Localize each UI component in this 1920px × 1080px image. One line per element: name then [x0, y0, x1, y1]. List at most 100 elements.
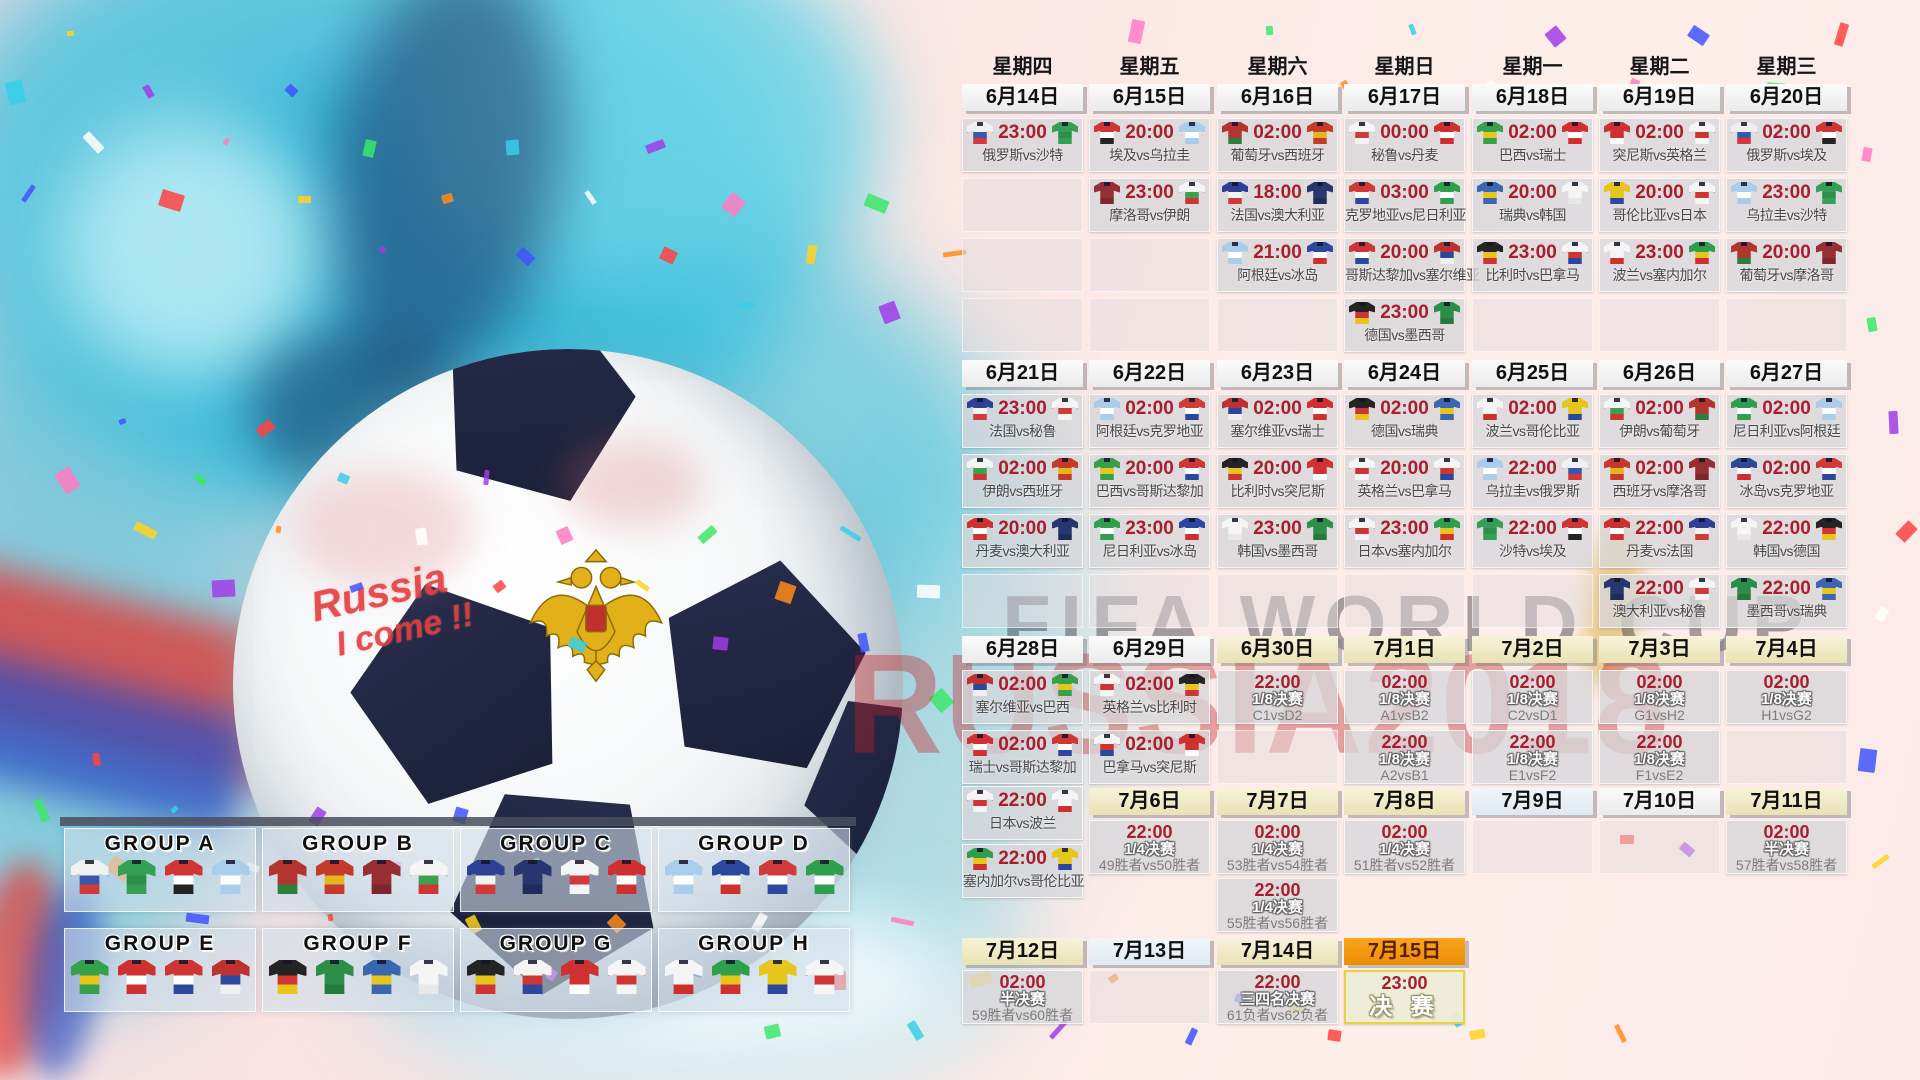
knockout-cell: 02:00 1/8决赛 A1vsB2	[1344, 670, 1465, 724]
group-title: GROUP G	[499, 932, 613, 955]
knockout-time: 22:00	[1509, 732, 1556, 752]
knockout-stage: 半决赛	[999, 991, 1045, 1008]
match-time: 20:00	[1635, 182, 1684, 203]
match-cell: 23:00 比利时vs巴拿马	[1472, 238, 1593, 292]
group-box: GROUP G	[460, 928, 652, 1012]
knockout-cell: 22:00 1/4决赛 49胜者vs50胜者	[1089, 820, 1210, 874]
match-teams: 秘鲁vs丹麦	[1371, 147, 1439, 163]
match-time: 23:00	[1635, 242, 1684, 263]
match-cell: 02:00 英格兰vs比利时	[1089, 670, 1210, 724]
knockout-detail: 55胜者vs56胜者	[1226, 915, 1329, 931]
group-box: GROUP A	[64, 828, 256, 912]
match-time: 02:00	[1125, 674, 1174, 695]
jersey-collar	[1231, 242, 1239, 246]
jersey-collar	[84, 860, 95, 864]
jersey-collar	[1316, 398, 1324, 402]
away-jersey-icon	[1688, 242, 1715, 264]
jersey-collar	[1443, 398, 1451, 402]
jersey-collar	[1103, 458, 1111, 462]
jersey-collar	[1825, 458, 1833, 462]
jersey-collar	[1571, 398, 1579, 402]
match-cell: 20:00 瑞典vs韩国	[1472, 178, 1593, 232]
home-jersey-icon	[1222, 182, 1248, 204]
home-jersey-icon	[1094, 458, 1120, 480]
match-teams: 日本vs波兰	[989, 815, 1057, 831]
match-cell: 02:00 伊朗vs葡萄牙	[1599, 394, 1720, 448]
jersey-collar	[1103, 182, 1111, 186]
team-jersey-icon	[607, 960, 646, 994]
match-time: 23:00	[1762, 182, 1811, 203]
jersey-collar	[1571, 122, 1579, 126]
knockout-stage: 1/8决赛	[1379, 751, 1430, 768]
jersey-collar	[1188, 398, 1196, 402]
away-jersey-icon	[1688, 518, 1715, 540]
match-teams: 瑞典vs韩国	[1499, 207, 1567, 223]
group-jerseys	[461, 960, 651, 994]
jersey-collar	[1358, 302, 1366, 306]
jersey-collar	[329, 960, 340, 964]
knockout-detail: C1vsD2	[1252, 707, 1303, 723]
away-jersey-icon	[1178, 182, 1205, 204]
jersey-collar	[1231, 122, 1239, 126]
date-header: 7月8日	[1344, 788, 1465, 815]
match-row: 02:00	[1345, 395, 1464, 420]
jersey-collar	[1825, 398, 1833, 402]
jersey-collar	[1231, 458, 1239, 462]
jersey-collar	[1231, 518, 1239, 522]
date-header: 7月13日	[1089, 938, 1210, 965]
empty-cell	[962, 298, 1083, 352]
jersey-collar	[1825, 182, 1833, 186]
jersey-collar	[1571, 458, 1579, 462]
knockout-detail: C2vsD1	[1507, 707, 1558, 723]
away-jersey-icon	[1815, 458, 1842, 480]
match-row: 23:00	[1090, 179, 1209, 204]
jersey-collar	[1740, 458, 1748, 462]
match-cell: 20:00 丹麦vs澳大利亚	[962, 514, 1083, 568]
match-cell: 22:00 沙特vs埃及	[1472, 514, 1593, 568]
match-row: 18:00	[1218, 179, 1337, 204]
away-jersey-icon	[1051, 674, 1078, 696]
home-jersey-icon	[1604, 458, 1630, 480]
match-cell: 23:00 德国vs墨西哥	[1344, 298, 1465, 352]
match-time: 23:00	[998, 122, 1047, 143]
match-teams: 伊朗vs葡萄牙	[1619, 423, 1700, 439]
match-cell: 20:00 葡萄牙vs摩洛哥	[1726, 238, 1847, 292]
group-jerseys	[659, 860, 849, 894]
match-time: 02:00	[1635, 122, 1684, 143]
knockout-time: 02:00	[1381, 822, 1428, 842]
knockout-detail: F1vsE2	[1635, 767, 1684, 783]
match-teams: 西班牙vs摩洛哥	[1612, 483, 1708, 499]
match-time: 22:00	[1508, 458, 1557, 479]
jersey-collar	[1188, 518, 1196, 522]
home-jersey-icon	[1094, 122, 1120, 144]
match-cell: 02:00 西班牙vs摩洛哥	[1599, 454, 1720, 508]
match-cell: 02:00 塞尔维亚vs瑞士	[1217, 394, 1338, 448]
home-jersey-icon	[967, 734, 993, 756]
match-time: 00:00	[1380, 122, 1429, 143]
match-row: 21:00	[1218, 239, 1337, 264]
match-teams: 巴西vs瑞士	[1499, 147, 1567, 163]
jersey-collar	[1103, 122, 1111, 126]
jersey-collar	[1486, 518, 1494, 522]
match-cell: 02:00 巴西vs瑞士	[1472, 118, 1593, 172]
match-teams: 克罗地亚vs尼日利亚	[1345, 207, 1467, 223]
date-header: 7月1日	[1344, 636, 1465, 663]
match-cell: 23:00 摩洛哥vs伊朗	[1089, 178, 1210, 232]
match-row: 02:00	[1600, 119, 1719, 144]
jersey-collar	[1698, 458, 1706, 462]
empty-cell	[1472, 574, 1593, 628]
jersey-collar	[1231, 398, 1239, 402]
match-teams: 丹麦vs澳大利亚	[975, 543, 1071, 559]
match-teams: 瑞士vs哥斯达黎加	[968, 759, 1077, 775]
jersey-collar	[819, 960, 830, 964]
jersey-collar	[1486, 398, 1494, 402]
home-jersey-icon	[1349, 122, 1375, 144]
home-jersey-icon	[1477, 242, 1503, 264]
team-jersey-icon	[211, 960, 250, 994]
jersey-collar	[329, 860, 340, 864]
home-jersey-icon	[1604, 182, 1630, 204]
jersey-collar	[1358, 182, 1366, 186]
match-row: 20:00	[1345, 239, 1464, 264]
weekday-label: 星期二	[1629, 56, 1690, 78]
